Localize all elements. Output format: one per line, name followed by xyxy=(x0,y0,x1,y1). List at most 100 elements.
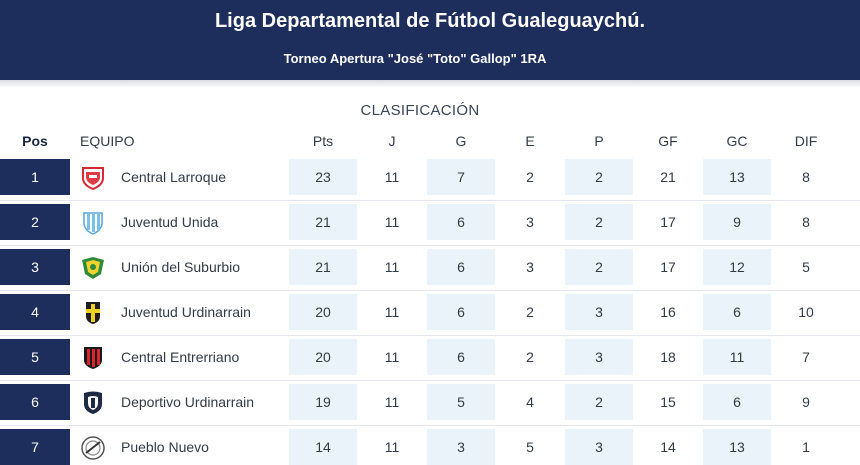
crest-deportivo-urdinarrain-icon xyxy=(80,391,106,415)
won-cell: 5 xyxy=(427,384,495,420)
table-row[interactable]: 2 Juventud Unida 21 11 6 3 2 17 9 8 xyxy=(0,204,860,240)
position-cell: 6 xyxy=(0,384,70,420)
table-row[interactable]: 1 Central Larroque 23 11 7 2 2 21 13 8 xyxy=(0,159,860,195)
won-cell: 6 xyxy=(427,294,495,330)
crest-juventud-urdinarrain-icon xyxy=(80,301,106,325)
row-divider xyxy=(0,335,860,336)
position-cell: 5 xyxy=(0,339,70,375)
col-e: E xyxy=(525,133,535,149)
drawn-cell: 2 xyxy=(526,169,534,185)
played-cell: 11 xyxy=(384,304,400,320)
team-name: Central Larroque xyxy=(121,169,227,185)
goal-diff-cell: 5 xyxy=(802,259,810,275)
row-divider xyxy=(0,200,860,201)
goals-for-cell: 14 xyxy=(660,439,676,455)
goal-diff-cell: 1 xyxy=(802,439,810,455)
page-header: Liga Departamental de Fútbol Gualeguaych… xyxy=(0,0,860,80)
pts-cell: 20 xyxy=(289,294,357,330)
team-name: Juventud Unida xyxy=(121,214,219,230)
goal-diff-cell: 9 xyxy=(802,394,810,410)
table-row[interactable]: 3 Unión del Suburbio 21 11 6 3 2 17 12 5 xyxy=(0,249,860,285)
goals-against-cell: 11 xyxy=(703,339,771,375)
col-gc: GC xyxy=(726,133,748,149)
table-row[interactable]: 5 Central Entrerriano 20 11 6 2 3 18 11 … xyxy=(0,339,860,375)
crest-central-larroque-icon xyxy=(80,166,106,191)
tournament-subtitle: Torneo Apertura "José "Toto" Gallop" 1RA xyxy=(283,51,547,66)
team-name: Unión del Suburbio xyxy=(121,259,241,275)
won-cell: 6 xyxy=(427,249,495,285)
drawn-cell: 3 xyxy=(526,259,534,275)
goals-against-cell: 6 xyxy=(703,384,771,420)
table-row[interactable]: 7 Pueblo Nuevo 14 11 3 5 3 14 13 1 xyxy=(0,429,860,465)
col-p: P xyxy=(594,133,604,149)
position-cell: 1 xyxy=(0,159,70,195)
goals-against-cell: 9 xyxy=(703,204,771,240)
table-row[interactable]: 6 Deportivo Urdinarrain 19 11 5 4 2 15 6… xyxy=(0,384,860,420)
lost-cell: 2 xyxy=(565,384,633,420)
goal-diff-cell: 8 xyxy=(802,214,810,230)
position-cell: 7 xyxy=(0,429,70,465)
won-cell: 6 xyxy=(427,204,495,240)
goals-against-cell: 12 xyxy=(703,249,771,285)
lost-cell: 3 xyxy=(565,429,633,465)
won-cell: 6 xyxy=(427,339,495,375)
col-j: J xyxy=(388,133,396,149)
col-pos: Pos xyxy=(22,133,48,149)
col-gf: GF xyxy=(658,133,678,149)
goals-for-cell: 21 xyxy=(660,169,676,185)
played-cell: 11 xyxy=(384,259,400,275)
pts-cell: 21 xyxy=(289,204,357,240)
drawn-cell: 3 xyxy=(526,214,534,230)
drawn-cell: 4 xyxy=(526,394,534,410)
team-name: Deportivo Urdinarrain xyxy=(121,394,255,410)
goals-for-cell: 17 xyxy=(660,214,676,230)
crest-union-del-suburbio-icon xyxy=(80,256,106,280)
goals-against-cell: 13 xyxy=(703,159,771,195)
goal-diff-cell: 10 xyxy=(798,304,814,320)
position-cell: 3 xyxy=(0,249,70,285)
row-divider xyxy=(0,380,860,381)
drawn-cell: 2 xyxy=(526,304,534,320)
table-row[interactable]: 4 Juventud Urdinarrain 20 11 6 2 3 16 6 … xyxy=(0,294,860,330)
pts-cell: 19 xyxy=(289,384,357,420)
won-cell: 3 xyxy=(427,429,495,465)
goal-diff-cell: 8 xyxy=(802,169,810,185)
crest-pueblo-nuevo-icon xyxy=(80,436,106,460)
section-title: CLASIFICACIÓN xyxy=(360,102,480,119)
goals-against-cell: 13 xyxy=(703,429,771,465)
played-cell: 11 xyxy=(384,394,400,410)
lost-cell: 3 xyxy=(565,339,633,375)
team-name: Pueblo Nuevo xyxy=(121,439,209,455)
played-cell: 11 xyxy=(384,439,400,455)
league-title: Liga Departamental de Fútbol Gualeguaych… xyxy=(214,10,646,32)
played-cell: 11 xyxy=(384,214,400,230)
goals-for-cell: 18 xyxy=(660,349,676,365)
lost-cell: 3 xyxy=(565,294,633,330)
col-team: EQUIPO xyxy=(80,133,135,149)
pts-cell: 14 xyxy=(289,429,357,465)
crest-central-entrerriano-icon xyxy=(80,346,106,370)
crest-juventud-unida-icon xyxy=(80,211,106,235)
goals-for-cell: 16 xyxy=(660,304,676,320)
drawn-cell: 5 xyxy=(526,439,534,455)
row-divider xyxy=(0,245,860,246)
drawn-cell: 2 xyxy=(526,349,534,365)
goal-diff-cell: 7 xyxy=(802,349,810,365)
played-cell: 11 xyxy=(384,169,400,185)
col-dif: DIF xyxy=(794,133,818,149)
pts-cell: 23 xyxy=(289,159,357,195)
pts-cell: 21 xyxy=(289,249,357,285)
goals-against-cell: 6 xyxy=(703,294,771,330)
pts-cell: 20 xyxy=(289,339,357,375)
lost-cell: 2 xyxy=(565,204,633,240)
position-cell: 2 xyxy=(0,204,70,240)
played-cell: 11 xyxy=(384,349,400,365)
position-cell: 4 xyxy=(0,294,70,330)
team-name: Central Entrerriano xyxy=(121,349,240,365)
row-divider xyxy=(0,290,860,291)
lost-cell: 2 xyxy=(565,249,633,285)
goals-for-cell: 15 xyxy=(660,394,676,410)
won-cell: 7 xyxy=(427,159,495,195)
col-pts: Pts xyxy=(312,133,334,149)
row-divider xyxy=(0,425,860,426)
